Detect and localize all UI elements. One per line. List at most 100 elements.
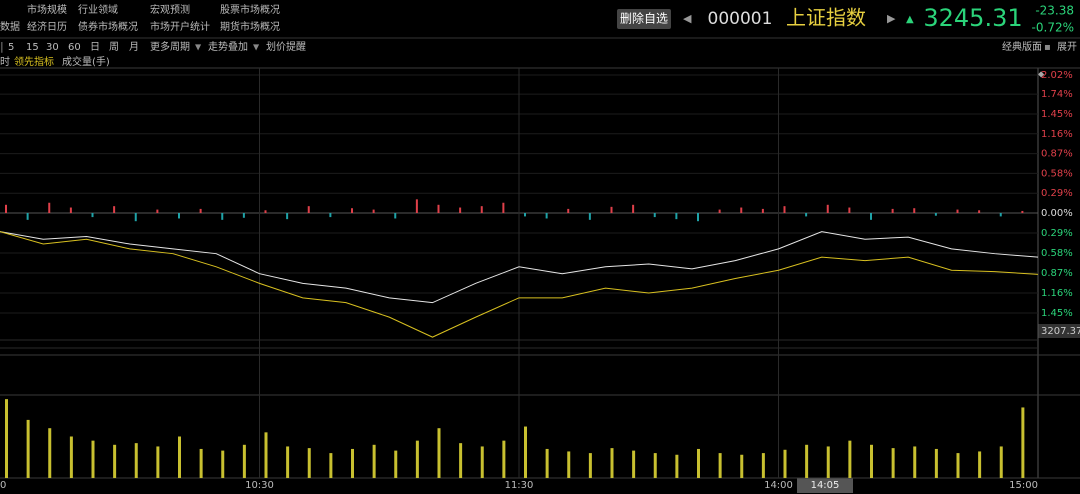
volume-bar [848, 440, 852, 478]
next-arrow[interactable]: ▶ [887, 12, 896, 25]
x-tick-label: 0 [0, 480, 6, 491]
indicator-bar [1021, 210, 1024, 213]
y-tick-label: 2.02% [1041, 70, 1073, 81]
indicator-bar [588, 213, 591, 220]
indicator-bar [5, 204, 7, 213]
price-line [0, 231, 1039, 338]
price-label: 3207.37 [1041, 326, 1080, 337]
y-tick-label: 0.00% [1041, 208, 1073, 219]
menu-item[interactable]: 市场开户统计 [150, 20, 210, 33]
x-tick-label: 14:00 [764, 480, 793, 491]
volume-bar [26, 419, 30, 478]
toolbar-menu[interactable]: 走势叠加 [208, 40, 248, 53]
volume-bar [978, 451, 982, 478]
menu-item[interactable]: 数据 [0, 20, 20, 33]
volume-bar [610, 448, 614, 478]
volume-bar [934, 448, 938, 478]
volume-bar [761, 453, 765, 478]
indicator[interactable]: 时 [0, 56, 10, 68]
indicator[interactable]: 领先指标 [14, 55, 54, 68]
indicator-bar [567, 208, 570, 213]
indicator-bar [459, 207, 462, 213]
menu-item[interactable]: 市场规模 [27, 3, 67, 16]
volume-bar [545, 448, 549, 478]
volume-bar [415, 440, 419, 478]
volume-bar [372, 444, 376, 478]
volume-bar [956, 453, 960, 478]
period[interactable]: 5 [8, 42, 14, 53]
indicator[interactable]: 成交量(手) [62, 55, 110, 68]
volume-bar [242, 444, 246, 478]
menu-item[interactable]: 宏观预测 [150, 3, 190, 16]
indicator-bar [242, 213, 245, 218]
volume-bar [783, 449, 787, 478]
indicator-bar [632, 204, 635, 213]
indicator-bar [264, 210, 267, 213]
volume-bar [307, 448, 311, 478]
indicator-bar [913, 208, 916, 213]
x-tick-label: 10:30 [245, 480, 274, 491]
toolbar-menu[interactable]: 更多周期 [150, 40, 190, 53]
menu-item[interactable]: 经济日历 [27, 20, 67, 33]
period[interactable]: 15 [26, 42, 39, 53]
volume-bar [5, 399, 8, 478]
y-tick-label: 1.16% [1041, 129, 1073, 140]
indicator-bar [91, 213, 94, 218]
indicator-bar [113, 206, 116, 213]
button-bg[interactable] [617, 9, 671, 29]
volume-bar [1021, 407, 1025, 478]
volume-bar [264, 432, 268, 478]
period[interactable]: 30 [46, 42, 59, 53]
volume-bar [156, 446, 160, 478]
indicator-bar [956, 209, 959, 213]
volume-bar [740, 454, 744, 478]
period[interactable]: 月 [129, 41, 139, 53]
indicator-bar [718, 209, 721, 213]
indicator-bar [221, 213, 224, 220]
y-tick-label: 1.74% [1041, 89, 1073, 100]
volume-bar [221, 450, 225, 478]
volume-bar [524, 426, 527, 478]
volume-bar [567, 451, 571, 478]
y-tick-label: 1.45% [1041, 308, 1073, 319]
volume-bar [999, 446, 1003, 478]
change: -23.38 [1035, 4, 1074, 18]
y-tick-label: 0.29% [1041, 228, 1073, 239]
indicator-bar [69, 207, 72, 213]
toolbar-right[interactable]: 展开 [1057, 41, 1077, 53]
indicator-bar [934, 213, 937, 216]
toolbar-right[interactable]: 经典版面 [1002, 40, 1042, 53]
indicator-bar [805, 213, 808, 217]
volume-bar [913, 446, 917, 478]
menu-item[interactable]: 行业领域 [78, 3, 118, 16]
indicator-bar [502, 202, 505, 213]
period[interactable]: 周 [109, 41, 119, 53]
indicator-bar [178, 213, 180, 219]
indicator-bar [653, 213, 656, 218]
period[interactable]: 日 [90, 42, 100, 53]
remove-favorite[interactable]: 删除自选 [620, 11, 668, 26]
period[interactable]: 60 [68, 42, 81, 53]
indicator-bar [480, 206, 483, 213]
prev-arrow[interactable]: ◀ [683, 12, 692, 25]
volume-bar [394, 450, 398, 478]
menu-item[interactable]: 债券市场概况 [78, 20, 138, 33]
indicator-bar [307, 206, 310, 213]
indicator-bar [697, 213, 699, 222]
axis-marker: ◆ [1038, 70, 1045, 79]
menu-item[interactable]: 股票市场概况 [220, 3, 280, 16]
indicator-bar [372, 209, 375, 213]
volume-bar [480, 446, 484, 478]
stock-code: 000001 [708, 9, 773, 29]
menu-item[interactable]: 期货市场概况 [220, 20, 280, 33]
volume-bar [502, 440, 506, 478]
volume-bar [113, 444, 117, 478]
indicator-bar [286, 213, 289, 220]
indicator-bar [351, 208, 353, 213]
toolbar-menu[interactable]: 划价提醒 [266, 40, 306, 53]
x-tick-label: 11:30 [505, 480, 534, 491]
volume-bar [178, 436, 181, 478]
price-line [0, 231, 1039, 304]
volume-bar [459, 443, 463, 478]
